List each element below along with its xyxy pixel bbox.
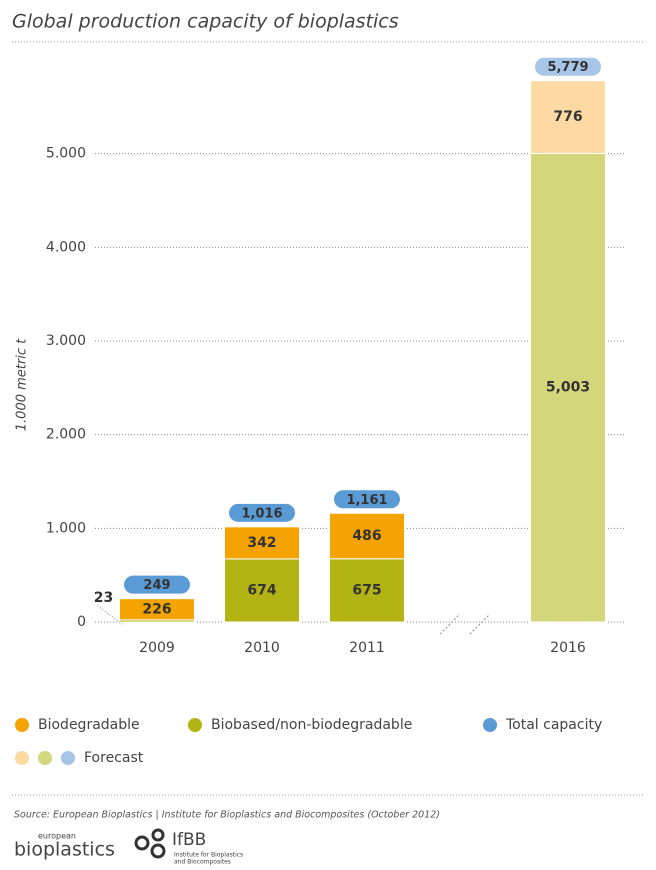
legend-swatch (15, 718, 29, 732)
total-label: 5,779 (547, 60, 588, 75)
y-tick-label: 0 (77, 614, 86, 630)
bar-segment (224, 558, 300, 623)
y-tick-label: 5.000 (46, 146, 86, 162)
total-label: 249 (143, 578, 170, 593)
source: Source: European Bioplastics | Institute… (14, 810, 440, 821)
logo-text: Institute for Bioplastics (174, 852, 243, 859)
data-label: 674 (247, 582, 276, 598)
logo-text: bioplastics (14, 839, 115, 861)
bar-segment (530, 152, 606, 623)
y-tick-label: 1.000 (46, 520, 86, 536)
bar-segment (530, 80, 606, 154)
logo-text: and Biocomposites (174, 859, 231, 866)
axis-break (439, 613, 491, 635)
legend-swatch (15, 751, 29, 765)
y-axis-label: 1.000 metric t (15, 338, 30, 431)
y-tick-label: 3.000 (46, 333, 86, 349)
total-pill (229, 503, 295, 522)
data-label: 23 (94, 590, 113, 606)
legend-label: Biodegradable (38, 717, 140, 733)
x-tick-label: 2010 (244, 640, 280, 656)
chart-title: Global production capacity of bioplastic… (12, 11, 399, 33)
data-label: 226 (142, 601, 171, 617)
y-tick-label: 2.000 (46, 427, 86, 443)
total-pill (334, 490, 400, 509)
legend-swatch (38, 751, 52, 765)
data-label: 776 (553, 109, 582, 125)
x-tick-label: 2009 (139, 640, 175, 656)
x-tick-label: 2011 (349, 640, 385, 656)
bar-segment (224, 526, 300, 560)
legend-label: Forecast (84, 750, 144, 766)
y-tick-label: 4.000 (46, 239, 86, 255)
legend-swatch (61, 751, 75, 765)
logo-icon (134, 828, 166, 859)
data-label: 342 (247, 535, 276, 551)
bar-segment (329, 512, 405, 560)
bar-segment (119, 598, 195, 621)
legend-label: Biobased/non-biodegradable (211, 717, 412, 733)
logo-text: european (38, 832, 76, 841)
total-pill (124, 575, 190, 594)
data-label: 486 (352, 528, 381, 544)
total-label: 1,161 (346, 493, 387, 508)
data-label: 675 (352, 582, 381, 598)
legend-swatch (483, 718, 497, 732)
total-label: 1,016 (241, 506, 282, 521)
legend-label: Total capacity (505, 717, 602, 733)
data-label: 5,003 (546, 380, 590, 396)
logo-text: IfBB (172, 830, 206, 850)
total-pill (535, 57, 601, 76)
legend-swatch (188, 718, 202, 732)
x-tick-label: 2016 (550, 640, 586, 656)
